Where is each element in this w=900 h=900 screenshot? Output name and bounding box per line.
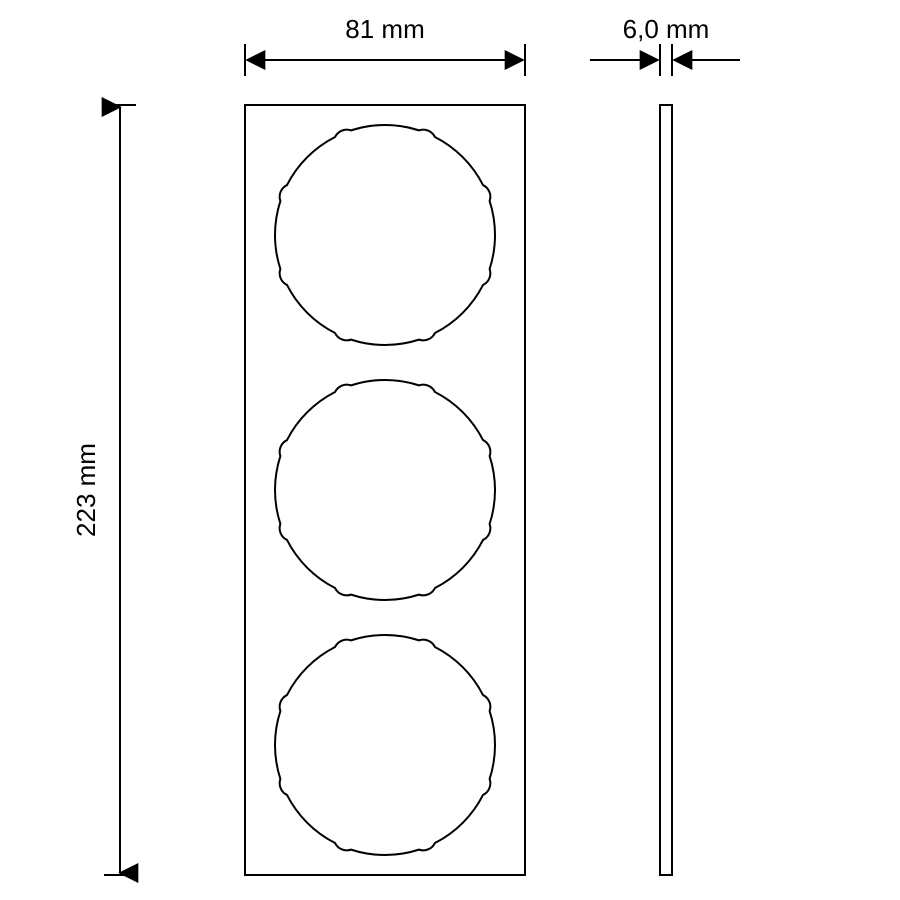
dimension-width-label: 81 mm bbox=[345, 14, 424, 44]
cutout-shape bbox=[275, 125, 495, 345]
dimension-width: 81 mm bbox=[245, 14, 525, 76]
cutout-shape bbox=[275, 635, 495, 855]
side-view-outline bbox=[660, 105, 672, 875]
dimension-depth-label: 6,0 mm bbox=[623, 14, 710, 44]
dimension-height-label: 223 mm bbox=[71, 443, 101, 537]
cutout-shape bbox=[275, 380, 495, 600]
front-view-cutouts bbox=[275, 125, 495, 855]
dimension-depth: 6,0 mm bbox=[590, 14, 740, 76]
dimension-height: 223 mm bbox=[71, 105, 136, 875]
front-view-outline bbox=[245, 105, 525, 875]
technical-drawing: 81 mm 6,0 mm 223 mm bbox=[0, 0, 900, 900]
